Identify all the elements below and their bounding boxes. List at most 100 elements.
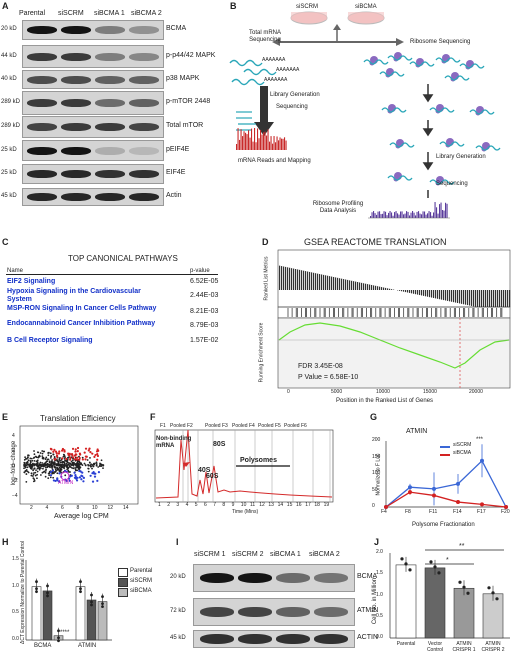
pathway-name-4[interactable]: Endocannabinoid Cancer Inhibition Pathwa… <box>7 320 156 327</box>
i-lane-4: siBCMA 2 <box>309 551 340 558</box>
qpcr-ytick: 0.5 <box>12 609 19 616</box>
profile-xtick: 18 <box>314 502 320 508</box>
gsea-xtick-3: 15000 <box>423 389 437 395</box>
atmin-ytick: 200 <box>372 437 381 443</box>
pathway-name-2[interactable]: Hypoxia Signaling in the Cardiovascular … <box>7 288 141 303</box>
blot-mw: 25 kD <box>1 146 17 153</box>
blot-band <box>61 123 91 131</box>
profile-xtick: 5 <box>194 502 198 508</box>
blot-band <box>95 75 125 84</box>
bar <box>453 587 475 639</box>
pathway-p-2: 2.44E-03 <box>190 292 219 299</box>
label-nonbinding: Non-binding mRNA <box>156 436 192 449</box>
blot-mw: 45 kD <box>1 193 17 199</box>
blot-mw: 20 kD <box>1 26 17 32</box>
blot-protein: p-mTOR 2448 <box>166 98 211 105</box>
pathway-name-1[interactable]: EIF2 Signaling <box>7 278 56 285</box>
profile-xtick: 13 <box>268 502 274 508</box>
profile-xtick: 19 <box>323 502 330 508</box>
fraction-label: Pooled F5 <box>258 423 281 429</box>
blot-band <box>276 607 310 617</box>
profile-xtick: 4 <box>185 502 189 508</box>
total-mrna-label: Total mRNA Sequencing <box>248 30 281 43</box>
legend-swatch <box>118 578 128 587</box>
atmin-xtick: F17 <box>477 509 486 515</box>
qpcr-category: BCMA <box>34 643 52 649</box>
atmin-ylabel: Normalize to F Luc <box>375 453 382 496</box>
gsea-pval: P Value = 6.58E-10 <box>298 374 359 381</box>
blot-mw: 44 kD <box>1 52 17 59</box>
bar <box>42 590 53 641</box>
profile-xtick: 7 <box>213 502 216 508</box>
blot-band <box>61 170 91 178</box>
panel-label-i: I <box>176 537 179 547</box>
blot-band <box>129 123 159 131</box>
blot-band <box>95 193 125 201</box>
seq-left: Sequencing <box>276 104 308 110</box>
bar <box>75 586 86 641</box>
profile-xtick: 16 <box>296 502 302 508</box>
blot-strip <box>22 140 164 161</box>
legend-swatch <box>118 568 128 577</box>
data-point <box>408 485 412 490</box>
data-point <box>480 458 484 463</box>
panel-label-f: F <box>150 412 156 422</box>
lib-gen-left: Library Generation <box>270 92 320 98</box>
gsea-xtick-4: 20000 <box>469 389 483 395</box>
blot-band <box>61 99 91 107</box>
lane-label-4: siBCMA 2 <box>131 10 162 17</box>
mapping-label: mRNA Reads and Mapping <box>238 158 311 164</box>
blot-band <box>238 573 272 583</box>
fraction-label: Pooled F2 <box>170 423 193 429</box>
data-point <box>408 490 412 495</box>
blot-band <box>200 634 234 644</box>
profile-xtick: 14 <box>277 502 284 508</box>
bar <box>86 599 97 641</box>
blot-protein: BCMA <box>357 573 378 580</box>
lane-label-2: siSCRM <box>58 10 84 17</box>
panel-label-c: C <box>2 237 9 247</box>
blot-mw: 25 kD <box>1 170 17 176</box>
cell-count-sig-2: * <box>446 557 449 564</box>
blot-band <box>27 99 57 107</box>
polya-1: AAAAAAA <box>262 57 286 63</box>
pathway-name-3[interactable]: MSP-RON Signaling In Cancer Cells Pathwa… <box>7 305 157 312</box>
te-ytick: 4 <box>12 433 15 439</box>
i-lane-2: siSCRM 2 <box>232 551 264 558</box>
blot-protein: Actin <box>166 192 182 199</box>
panel-label-d: D <box>262 237 269 247</box>
cell-count-ytick: 1.5 <box>376 570 383 577</box>
blot-band <box>61 146 91 155</box>
blot-protein: pEIF4E <box>166 145 190 153</box>
blot-band <box>129 52 159 61</box>
fraction-label: Pooled F4 <box>232 423 255 429</box>
legend-label: siSCRM <box>130 578 152 584</box>
lib-gen-right: Library Generation <box>436 154 486 160</box>
bar <box>395 564 417 639</box>
gsea-title: GSEA REACTOME TRANSLATION <box>304 237 447 247</box>
pathway-p-3: 8.21E-03 <box>190 308 219 315</box>
blot-band <box>27 193 57 201</box>
gsea-xtick-1: 5000 <box>331 389 343 395</box>
te-xtick: 12 <box>107 505 114 511</box>
profile-xtick: 2 <box>167 502 170 508</box>
label-polysomes: Polysomes <box>240 457 277 464</box>
qpcr-ytick: 1.5 <box>12 556 19 562</box>
pathways-rule <box>6 274 218 275</box>
gsea-fdr: FDR 3.45E-08 <box>298 363 343 370</box>
profile-xtick: 17 <box>305 502 311 508</box>
blot-protein: ACTIN <box>357 634 378 641</box>
blot-mw: 40 kD <box>1 75 17 82</box>
blot-protein: BCMA <box>166 25 187 32</box>
blot-mw: 289 kD <box>1 99 21 105</box>
atmin-ytick: 0 <box>372 503 375 509</box>
blot-band <box>129 146 159 155</box>
profiling-label: Ribosome Profiling Data Analysis <box>312 201 364 214</box>
blot-band <box>27 146 57 155</box>
blot-band <box>27 52 57 61</box>
te-gene-label: ATMIN <box>58 480 74 486</box>
cell-count-ytick: 0.5 <box>376 612 383 619</box>
cell-count-sig-1: ** <box>459 543 465 550</box>
pathway-name-5[interactable]: B Cell Receptor Signaling <box>7 337 93 344</box>
blot-band <box>27 170 57 178</box>
